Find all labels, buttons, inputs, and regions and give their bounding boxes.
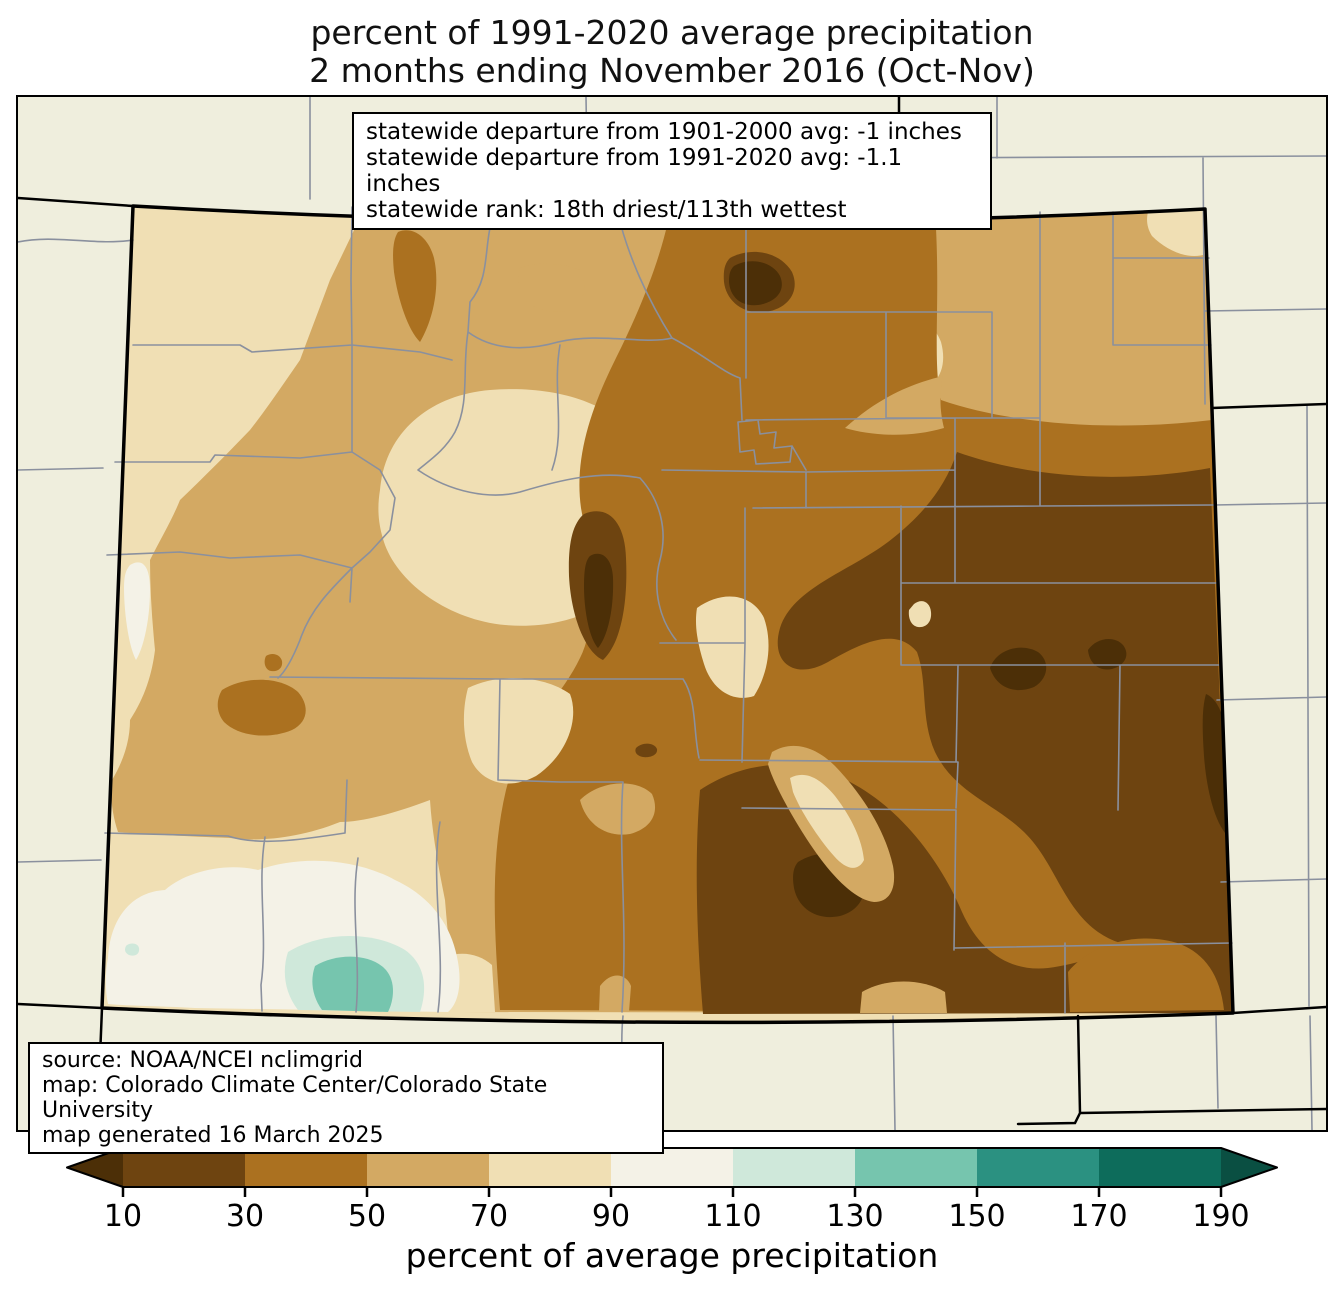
contour-lt10-east-core-a <box>990 647 1047 691</box>
contour-10-30-east-mass <box>777 452 1229 947</box>
contour-lt10-northeast-core <box>729 261 782 306</box>
figure-title-line1: percent of 1991-2020 average precipitati… <box>310 13 1034 52</box>
contour-10-30-small-dot <box>635 743 658 758</box>
stats-line-3: statewide rank: 18th driest/113th wettes… <box>366 197 847 223</box>
colorbar-band-lt10 <box>67 1148 123 1187</box>
stats-line-1: statewide departure from 1901-2000 avg: … <box>366 119 962 145</box>
contour-130-150-south <box>312 956 393 1012</box>
colorbar <box>66 1147 1278 1197</box>
contour-70-90-southeast-streak-core <box>790 774 864 868</box>
colorbar-tick-label: 50 <box>347 1199 387 1234</box>
contour-70-90-east-dot <box>908 601 932 628</box>
colorbar-band-b70_90 <box>489 1148 611 1187</box>
colorbar-band-b110_130 <box>733 1148 855 1187</box>
colorado-precipitation-map <box>18 97 1326 1130</box>
colorbar-tick-label: 10 <box>103 1199 143 1234</box>
colorbar-tick-label: 110 <box>704 1199 762 1234</box>
contour-fills <box>102 206 1233 1023</box>
colorbar-tick-label: 170 <box>1070 1199 1128 1234</box>
source-line-1: source: NOAA/NCEI nclimgrid <box>42 1048 363 1073</box>
stats-line-2: statewide departure from 1991-2020 avg: … <box>366 145 903 197</box>
colorbar-band-b150_170 <box>977 1148 1099 1187</box>
figure-title: percent of 1991-2020 average precipitati… <box>0 14 1344 90</box>
colorbar-tick-label: 30 <box>225 1199 265 1234</box>
colorbar-tick-label: 190 <box>1192 1199 1250 1234</box>
contour-90-110-west-edge <box>124 562 150 660</box>
contour-30-50-west-dot <box>264 653 283 672</box>
contour-50-70-corridor-northeast <box>845 376 944 435</box>
contour-50-70-south-bottom-patch <box>860 981 947 1013</box>
contour-lt10-east-core-b <box>1088 638 1127 670</box>
contour-30-50-southeast-bottom-patch <box>1068 938 1224 1012</box>
colorbar-tick-label: 70 <box>469 1199 509 1234</box>
contour-lt10-central-core <box>584 553 614 648</box>
colorbar-tick-label: 150 <box>948 1199 1006 1234</box>
colorbar-band-b50_70 <box>367 1148 489 1187</box>
source-box: source: NOAA/NCEI nclimgrid map: Colorad… <box>28 1042 664 1154</box>
contour-70-90-southcentral-wedge <box>463 677 574 784</box>
colorbar-band-b170_190 <box>1099 1148 1221 1187</box>
colorbar-tick-label: 90 <box>591 1199 631 1234</box>
county-borders <box>104 206 1233 1014</box>
contour-30-50-west-blob <box>217 679 306 736</box>
stats-box: statewide departure from 1901-2000 avg: … <box>352 112 992 230</box>
colorbar-band-b10_30 <box>123 1148 245 1187</box>
colorbar-axis-label: percent of average precipitation <box>405 1236 939 1275</box>
contour-50-70-north-patch <box>517 263 585 312</box>
contour-110-130-small-dot <box>125 943 140 956</box>
contour-70-90-palmer-patch <box>695 596 769 698</box>
colorbar-band-gt190 <box>1221 1148 1277 1187</box>
contour-70-90-northeast-tip <box>1147 209 1211 257</box>
map-frame <box>16 95 1328 1132</box>
contour-50-70-south-patch-a <box>580 783 656 835</box>
source-line-2: map: Colorado Climate Center/Colorado St… <box>42 1073 548 1123</box>
figure-title-line2: 2 months ending November 2016 (Oct-Nov) <box>309 51 1035 90</box>
colorbar-band-b30_50 <box>245 1148 367 1187</box>
source-line-3: map generated 16 March 2025 <box>42 1123 384 1148</box>
colorbar-band-b90_110 <box>611 1148 733 1187</box>
contour-30-50-streak-northwest <box>393 230 437 342</box>
colorbar-band-b130_150 <box>855 1148 977 1187</box>
colorbar-tick-label: 130 <box>826 1199 884 1234</box>
